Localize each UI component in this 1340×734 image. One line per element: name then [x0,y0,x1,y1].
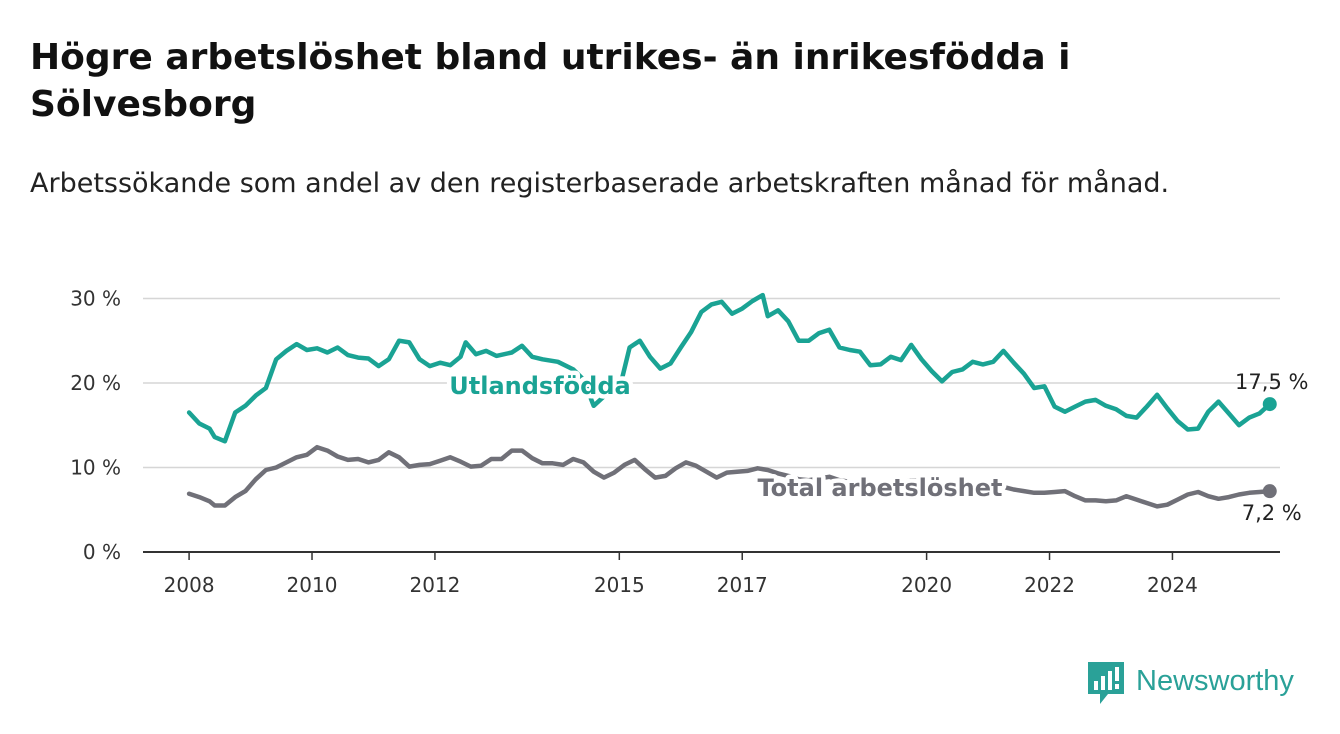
x-tick-label: 2015 [594,573,645,597]
chart-title: Högre arbetslöshet bland utrikes- än inr… [30,37,1071,125]
y-tick-label: 10 % [70,455,121,479]
y-tick-label: 30 % [70,286,121,310]
brand-name: Newsworthy [1136,665,1294,697]
x-tick-label: 2022 [1024,573,1075,597]
x-tick-label: 2017 [717,573,768,597]
series-end-label: 17,5 % [1235,370,1308,394]
x-tick-label: 2024 [1147,573,1198,597]
series-line-utlandsfodda [186,292,1273,444]
series-end-label: 7,2 % [1242,501,1302,525]
brand-logo: Newsworthy [1088,660,1328,706]
series-name-label: Utlandsfödda [449,372,630,400]
x-tick-label: 2010 [287,573,338,597]
x-tick-label: 2008 [164,573,215,597]
chart-subtitle: Arbetssökande som andel av den registerb… [30,168,1170,199]
y-tick-label: 0 % [83,540,121,564]
x-tick-label: 2012 [409,573,460,597]
x-tick-label: 2020 [901,573,952,597]
series-line-total [186,444,1273,509]
series-end-marker [1262,484,1277,499]
newsworthy-logo-icon [1088,662,1124,704]
series-name-label: Total arbetslöshet [757,474,1002,502]
y-tick-label: 20 % [70,371,121,395]
series-end-marker [1262,397,1277,412]
